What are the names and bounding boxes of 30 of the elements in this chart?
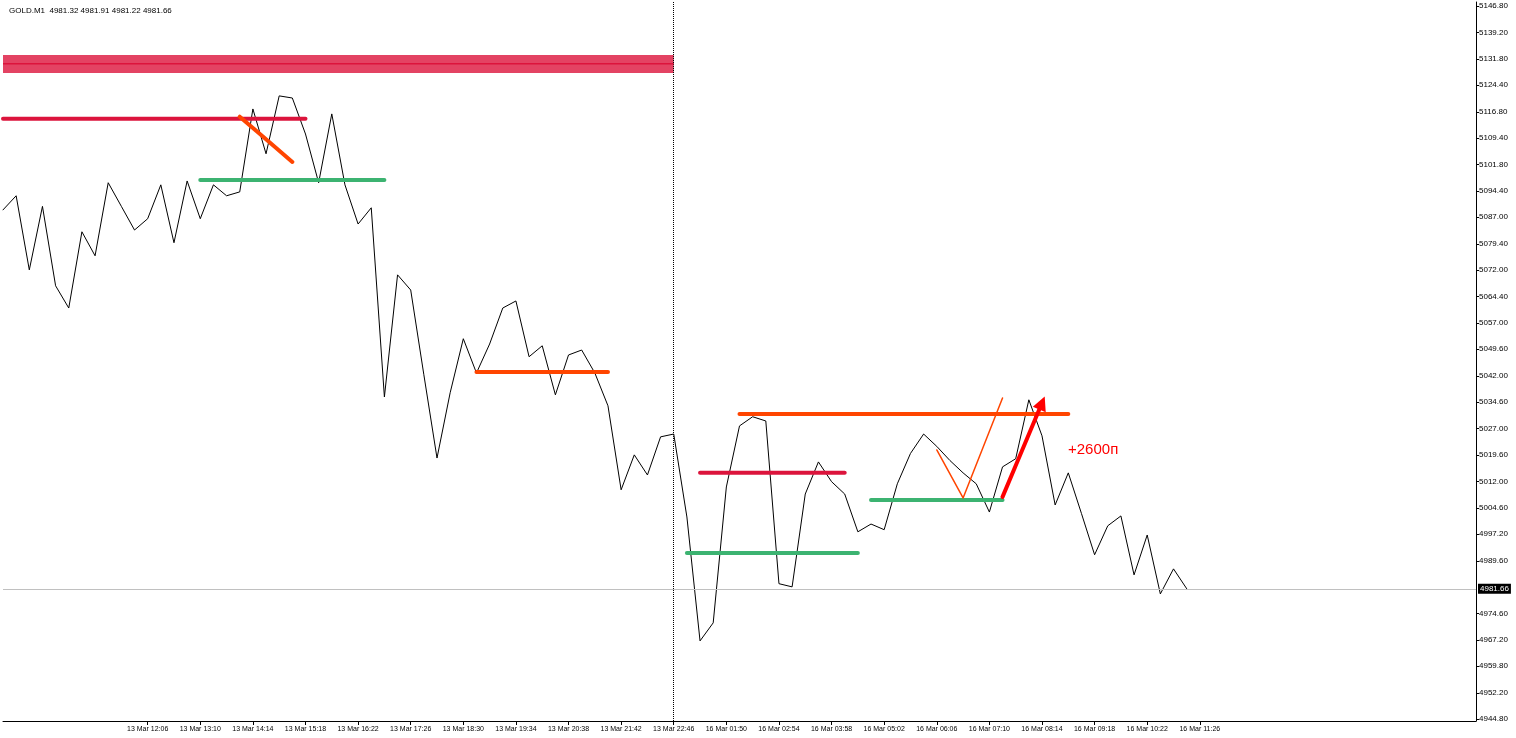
- y-tick-label: 5027.00: [1479, 424, 1509, 434]
- y-tick-label: 4967.20: [1479, 635, 1509, 645]
- y-tick-label: 5139.20: [1479, 28, 1509, 38]
- y-tick-label: 5146.80: [1479, 1, 1509, 11]
- y-tick-label: 4959.80: [1479, 661, 1509, 671]
- y-tick-label: 5124.40: [1479, 80, 1509, 90]
- ref-line-label: 4981.66: [1480, 584, 1510, 594]
- y-tick-label: 5064.40: [1479, 292, 1509, 302]
- y-tick-label: 5116.80: [1479, 107, 1508, 117]
- y-tick-label: 5109.40: [1479, 133, 1509, 143]
- annotation: +2600п: [1068, 440, 1119, 457]
- y-tick-label: 5094.40: [1479, 186, 1509, 196]
- y-tick-label: 5012.00: [1479, 477, 1509, 487]
- y-tick-label: 4997.20: [1479, 529, 1509, 539]
- y-tick-label: 5057.00: [1479, 318, 1509, 328]
- y-tick-label: 5072.00: [1479, 265, 1509, 275]
- y-tick-label: 5034.60: [1479, 397, 1509, 407]
- y-tick-label: 4944.80: [1479, 714, 1509, 724]
- y-tick-label: 4989.60: [1479, 556, 1509, 566]
- y-tick-label: 5042.00: [1479, 371, 1509, 381]
- y-tick-label: 5079.40: [1479, 239, 1509, 249]
- y-tick-label: 5131.80: [1479, 54, 1509, 64]
- chart-title: GOLD.M1 4981.32 4981.91 4981.22 4981.66: [9, 5, 173, 15]
- y-tick-label: 5101.80: [1479, 160, 1509, 170]
- y-tick-label: 5004.60: [1479, 503, 1509, 513]
- y-tick-label: 5087.00: [1479, 212, 1509, 222]
- y-tick-label: 5019.60: [1479, 450, 1509, 460]
- y-tick-label: 5049.60: [1479, 344, 1509, 354]
- y-tick-label: 4974.60: [1479, 609, 1509, 619]
- y-tick-label: 4952.20: [1479, 688, 1509, 698]
